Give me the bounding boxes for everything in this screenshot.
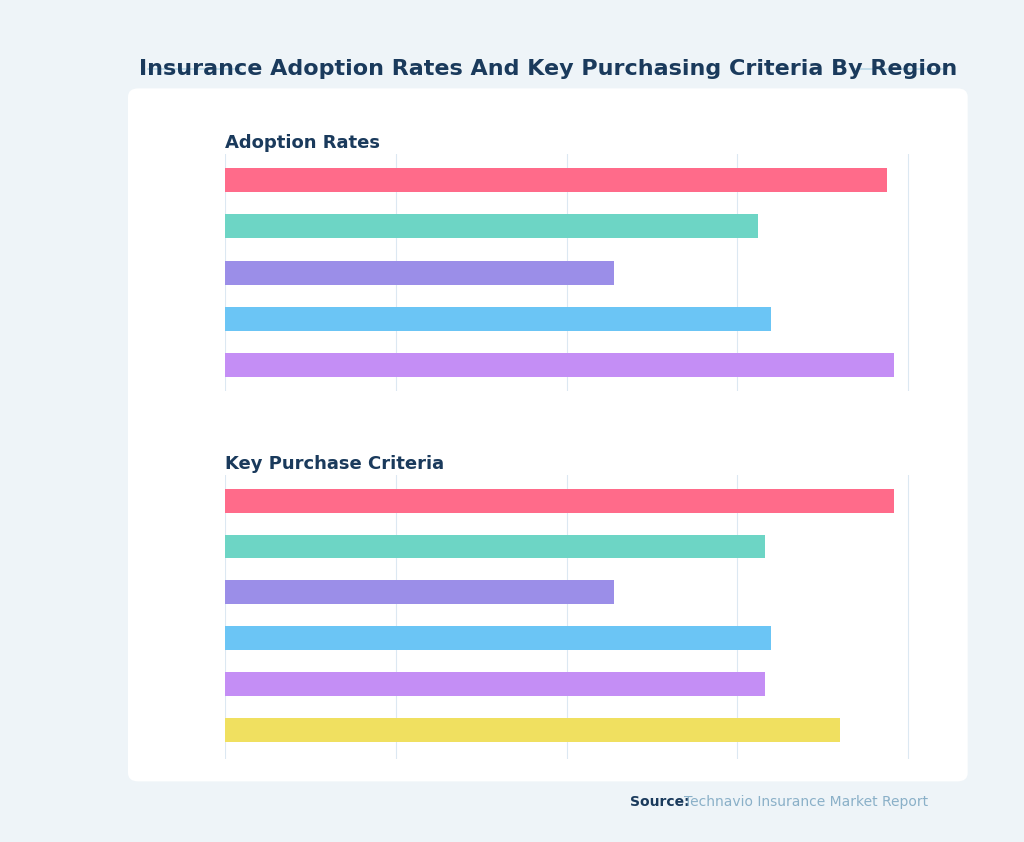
Bar	[225, 535, 765, 558]
Text: Insurance Adoption Rates And Key Purchasing Criteria By Region: Insurance Adoption Rates And Key Purchas…	[138, 59, 957, 79]
Bar	[225, 307, 771, 331]
Bar	[225, 717, 840, 742]
Bar	[225, 214, 758, 238]
Bar	[225, 672, 765, 695]
Bar	[225, 580, 614, 605]
Bar	[225, 260, 614, 285]
Bar	[225, 488, 894, 513]
Text: Adoption Rates: Adoption Rates	[225, 134, 380, 152]
Text: Key Purchase Criteria: Key Purchase Criteria	[225, 455, 444, 473]
Text: Technavio Insurance Market Report: Technavio Insurance Market Report	[684, 796, 928, 809]
Text: Source:: Source:	[630, 796, 689, 809]
Bar	[225, 168, 888, 192]
Bar	[225, 354, 894, 377]
Bar	[225, 626, 771, 650]
